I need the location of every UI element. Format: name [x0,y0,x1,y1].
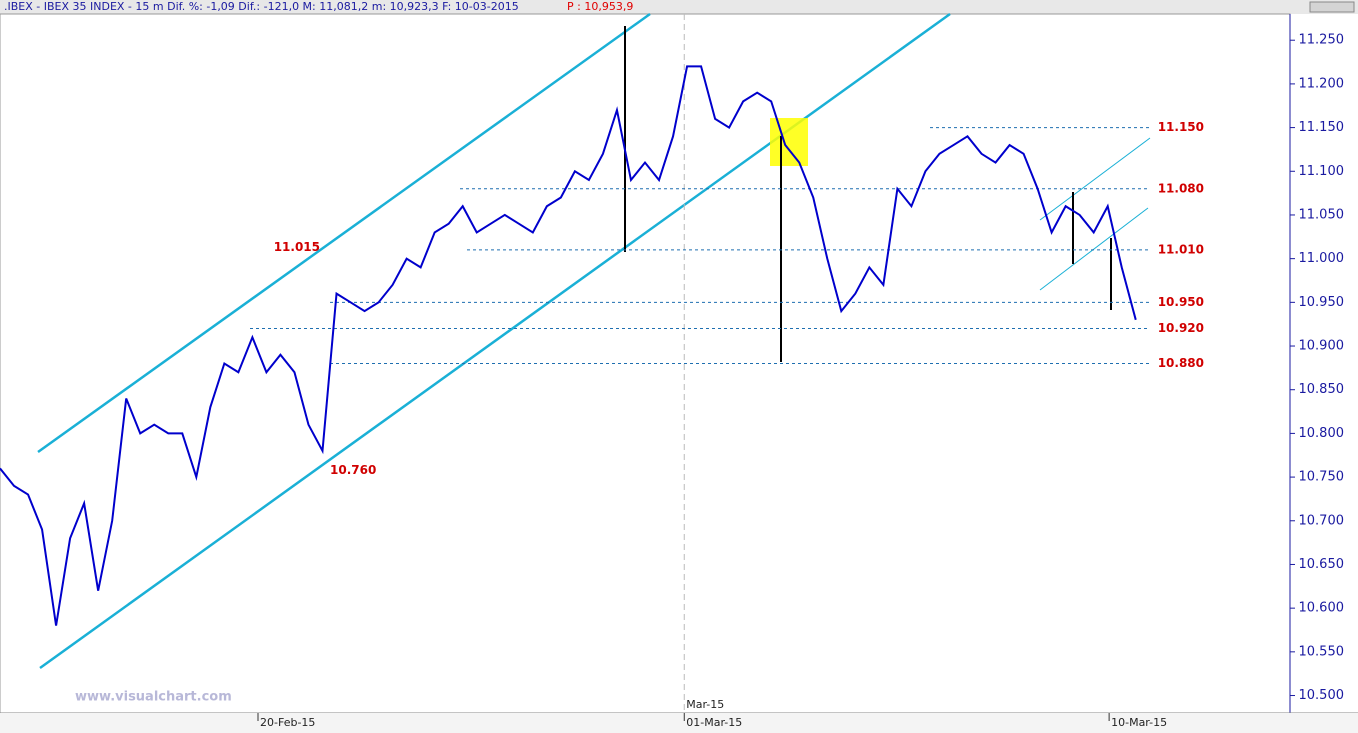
title: .IBEX - IBEX 35 INDEX - 15 m Dif. %: -1,… [4,0,519,13]
x-tick-label: 01-Mar-15 [686,716,742,729]
y-tick-label: 11.150 [1299,120,1345,135]
x-tick-label: 10-Mar-15 [1111,716,1167,729]
watermark: www.visualchart.com [75,690,232,705]
level-label: 11.010 [1158,242,1204,256]
x-axis-strip [0,713,1358,733]
price-line [0,65,1137,626]
y-tick-label: 11.100 [1299,164,1345,179]
level-label: 10.950 [1158,295,1204,309]
small-channel [1039,137,1151,291]
y-tick-label: 11.200 [1299,76,1345,91]
y-tick-label: 10.700 [1299,513,1345,528]
title-bar [0,0,1358,14]
period-label: Mar-15 [686,698,724,711]
level-label: 11.080 [1158,181,1204,195]
y-tick-label: 10.850 [1299,382,1345,397]
last-price: P : 10,953,9 [567,0,633,13]
point-label: 11.015 [274,240,320,254]
y-tick-label: 11.250 [1299,33,1345,48]
y-tick-label: 10.600 [1299,601,1345,616]
window-buttons[interactable] [1309,1,1355,13]
level-label: 10.920 [1158,321,1204,335]
y-tick-label: 10.550 [1299,644,1345,659]
y-tick-label: 11.050 [1299,207,1345,222]
level-label: 10.880 [1158,356,1204,370]
y-tick-label: 10.750 [1299,470,1345,485]
highlight [770,118,808,166]
y-tick-label: 10.800 [1299,426,1345,441]
level-label: 11.150 [1158,120,1204,134]
y-tick-label: 10.500 [1299,688,1345,703]
point-label: 10.760 [330,463,376,477]
y-tick-label: 10.900 [1299,339,1345,354]
y-tick-label: 10.950 [1299,295,1345,310]
y-tick-label: 10.650 [1299,557,1345,572]
y-tick-label: 11.000 [1299,251,1345,266]
x-tick-label: 20-Feb-15 [260,716,315,729]
